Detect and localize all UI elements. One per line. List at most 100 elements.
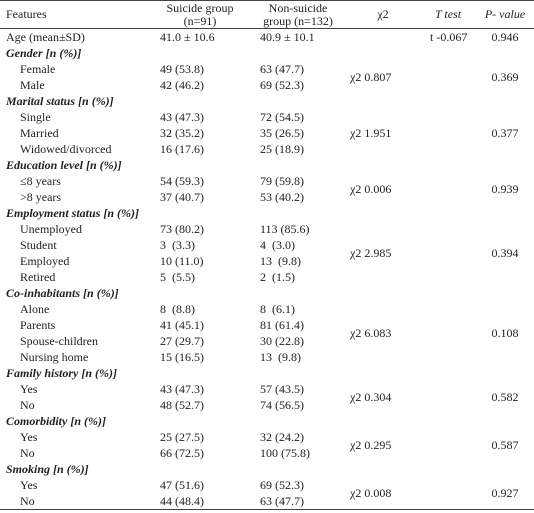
group-title: Gender [n (%)] [6, 45, 82, 60]
cell: 13 (9.8) [260, 349, 301, 364]
cell: 72 (54.5) [260, 109, 304, 124]
cell [420, 381, 476, 413]
row-label: Parents [20, 317, 56, 332]
row: Yes 43 (47.3) 57 (43.5) χ2 0.304 0.582 [0, 381, 534, 404]
cell: 53 (40.2) [260, 189, 304, 204]
row: Male 42 (46.2) 69 (52.3) [0, 77, 534, 93]
row: Spouse-children 27 (29.7) 30 (22.8) [0, 333, 534, 349]
cell: 3 (3.3) [160, 237, 195, 252]
column-header: Suicide group (n=91) [166, 0, 234, 28]
cell: 10 (11.0) [160, 253, 204, 268]
row: Single 43 (47.3) 72 (54.5) χ2 1.951 0.377 [0, 109, 534, 140]
chi2-cell: χ2 6.083 [350, 325, 392, 340]
chi2-cell: χ2 2.985 [350, 245, 392, 260]
cell [420, 301, 476, 365]
cell: 69 (52.3) [260, 77, 304, 92]
p-value-cell: 0.939 [491, 181, 519, 196]
cell: 66 (72.5) [160, 445, 204, 460]
cell: 0.946 [491, 29, 519, 44]
p-value-cell: 0.927 [491, 485, 519, 500]
row-label: Age (mean±SD) [6, 29, 85, 44]
cell: 25 (18.9) [260, 141, 304, 156]
row: >8 years 37 (40.7) 53 (40.2) [0, 189, 534, 205]
chi2-cell: χ2 0.295 [350, 437, 392, 452]
row-label: Yes [20, 429, 38, 444]
cell: 41 (45.1) [160, 317, 204, 332]
row-label: No [20, 493, 35, 508]
cell [420, 61, 476, 93]
cell: 13 (9.8) [260, 253, 301, 268]
p-value-cell: 0.108 [491, 325, 519, 340]
group-title: Education level [n (%)] [6, 157, 122, 172]
cell: 4 (3.0) [260, 237, 295, 252]
cell: 40.9 ± 10.1 [260, 29, 315, 44]
row-label: Male [20, 77, 45, 92]
table-header: Features Suicide group (n=91) Non-suicide … [0, 0, 534, 29]
cell [420, 429, 476, 461]
chi2-cell: χ2 0.006 [350, 181, 392, 196]
row: Married 32 (35.2) 35 (26.5) [0, 125, 534, 141]
group-title: Employment status [n (%)] [6, 205, 140, 220]
cell: 63 (47.7) [260, 493, 304, 508]
p-value-cell: 0.377 [491, 125, 519, 140]
p-value-cell: 0.582 [491, 389, 519, 404]
row-label: Single [20, 109, 51, 124]
cell: 63 (47.7) [260, 61, 304, 76]
cell [420, 109, 476, 157]
row: Retired 5 (5.5) 2 (1.5) [0, 269, 534, 285]
cell: 69 (52.3) [260, 477, 304, 492]
cell: 5 (5.5) [160, 269, 195, 284]
cell [420, 221, 476, 285]
row: Unemployed 73 (80.2) 113 (85.6) χ2 2.985 0.3… [0, 221, 534, 260]
p-value-cell: 0.394 [491, 245, 519, 260]
cell: 43 (47.3) [160, 109, 204, 124]
table-body: Age (mean±SD) 41.0 ± 10.6 40.9 ± 10.1 t -0.… [0, 29, 534, 510]
cell: 49 (53.8) [160, 61, 204, 76]
chi2-cell: χ2 0.807 [350, 69, 392, 84]
p-value-cell: 0.369 [491, 69, 519, 84]
cell: 37 (40.7) [160, 189, 204, 204]
row: Parents 41 (45.1) 81 (61.4) [0, 317, 534, 333]
row: Student 3 (3.3) 4 (3.0) [0, 237, 534, 253]
row-label: Nursing home [20, 349, 89, 364]
cell: 57 (43.5) [260, 381, 304, 396]
cell: 41.0 ± 10.6 [160, 29, 215, 44]
row-label: ≤8 years [20, 173, 61, 188]
p-value-cell: 0.587 [491, 437, 519, 452]
cell: 54 (59.3) [160, 173, 204, 188]
group-row: Education level [n (%)] [0, 157, 534, 173]
cell: 100 (75.8) [260, 445, 310, 460]
row: ≤8 years 54 (59.3) 79 (59.8) χ2 0.006 0.939 [0, 173, 534, 196]
cell: 81 (61.4) [260, 317, 304, 332]
cell: 15 (16.5) [160, 349, 204, 364]
row-label: No [20, 445, 35, 460]
row: Employed 10 (11.0) 13 (9.8) [0, 253, 534, 269]
cell: 35 (26.5) [260, 125, 304, 140]
cell: 30 (22.8) [260, 333, 304, 348]
row: Age (mean±SD) 41.0 ± 10.6 40.9 ± 10.1 t -0.… [0, 29, 534, 46]
group-title: Comorbidity [n (%)] [6, 413, 106, 428]
row-label: Widowed/divorced [20, 141, 112, 156]
group-title: Smoking [n (%)] [6, 461, 89, 476]
row: Yes 47 (51.6) 69 (52.3) χ2 0.008 0.927 [0, 477, 534, 500]
column-header: Non-suicide group (n=132) [263, 0, 333, 28]
cell [420, 173, 476, 205]
cell: 79 (59.8) [260, 173, 304, 188]
row-label: Female [20, 61, 56, 76]
group-row: Comorbidity [n (%)] [0, 413, 534, 429]
group-title: Co-inhabitants [n (%)] [6, 285, 119, 300]
row-label: Spouse-children [20, 333, 98, 348]
row: Yes 25 (27.5) 32 (24.2) χ2 0.295 0.587 [0, 429, 534, 452]
row: No 48 (52.7) 74 (56.5) [0, 397, 534, 413]
chi2-cell: χ2 1.951 [350, 125, 392, 140]
cell: 44 (48.4) [160, 493, 204, 508]
cell: 74 (56.5) [260, 397, 304, 412]
cell: 73 (80.2) [160, 221, 204, 236]
row: No 66 (72.5) 100 (75.8) [0, 445, 534, 461]
cell: 47 (51.6) [160, 477, 204, 492]
cell: 8 (8.8) [160, 301, 195, 316]
column-header: χ2 [377, 7, 389, 21]
row-label: Married [20, 125, 59, 140]
group-row: Smoking [n (%)] [0, 461, 534, 477]
